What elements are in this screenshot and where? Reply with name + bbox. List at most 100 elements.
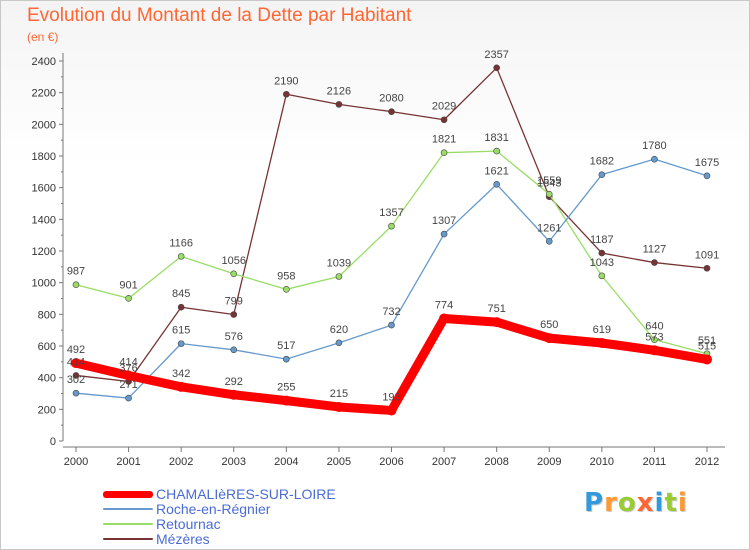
data-label: 1039 xyxy=(327,257,351,269)
data-point xyxy=(491,317,502,328)
x-tick-label: 2002 xyxy=(169,456,193,468)
data-point xyxy=(439,313,450,324)
y-tick-label: 2400 xyxy=(32,56,56,68)
data-label: 1187 xyxy=(590,234,614,246)
data-label: 376 xyxy=(119,362,137,374)
data-label: 292 xyxy=(225,376,243,388)
data-label: 1043 xyxy=(590,257,614,269)
data-label: 1559 xyxy=(537,175,561,187)
data-label: 2126 xyxy=(327,85,351,97)
data-label: 799 xyxy=(225,295,243,307)
data-label: 1261 xyxy=(537,222,561,234)
x-tick-label: 2011 xyxy=(643,456,667,468)
data-point xyxy=(388,108,395,115)
legend-label: CHAMALIèRES-SUR-LOIRE xyxy=(156,486,336,502)
data-label: 271 xyxy=(119,379,137,391)
data-label: 2029 xyxy=(432,101,456,113)
legend-label: Retournac xyxy=(156,516,221,532)
legend-item-retournac: Retournac xyxy=(103,516,221,532)
chart-title: Evolution du Montant de la Dette par Hab… xyxy=(27,5,412,26)
data-point xyxy=(493,181,500,188)
data-point xyxy=(651,259,658,266)
legend-item-roche-en-regnier: Roche-en-Régnier xyxy=(103,501,270,517)
data-label: 215 xyxy=(330,388,348,400)
data-label: 414 xyxy=(119,356,137,368)
data-point xyxy=(283,90,290,98)
legend-swatch xyxy=(103,508,153,510)
x-tick-label: 2012 xyxy=(695,456,719,468)
logo-letter: t xyxy=(664,488,678,518)
data-label: 492 xyxy=(67,344,85,356)
data-point xyxy=(283,355,290,363)
data-point xyxy=(651,155,658,163)
series-line xyxy=(75,158,708,399)
data-label: 1543 xyxy=(537,178,561,190)
data-point xyxy=(493,147,500,155)
data-label: 751 xyxy=(487,303,505,315)
data-label: 732 xyxy=(382,306,400,318)
data-point xyxy=(177,253,185,260)
data-point xyxy=(649,345,660,356)
chart-subtitle: (en €) xyxy=(27,30,59,44)
data-point xyxy=(702,354,712,365)
x-tick-label: 2008 xyxy=(484,456,508,468)
data-point xyxy=(176,381,187,392)
y-tick-label: 1200 xyxy=(32,246,56,258)
data-label: 901 xyxy=(119,279,137,291)
data-label: 1357 xyxy=(379,207,403,219)
data-label: 1091 xyxy=(695,249,719,261)
logo-letter: o xyxy=(617,488,637,518)
data-label: 619 xyxy=(593,324,611,336)
x-tick-label: 2005 xyxy=(327,456,351,468)
legend-swatch xyxy=(103,490,153,498)
data-label: 774 xyxy=(435,299,453,311)
data-point xyxy=(493,64,500,72)
x-tick-label: 2003 xyxy=(222,456,246,468)
x-tick-label: 2006 xyxy=(379,456,403,468)
data-label: 576 xyxy=(225,331,243,343)
y-tick-label: 0 xyxy=(50,436,56,448)
data-point xyxy=(281,395,292,406)
data-label: 987 xyxy=(67,266,85,278)
legend-item-chamalieres: CHAMALIèRES-SUR-LOIRE xyxy=(103,486,336,502)
data-point xyxy=(177,340,185,347)
data-point xyxy=(125,295,132,302)
data-point xyxy=(440,149,448,156)
data-label: 958 xyxy=(277,270,295,282)
y-tick-label: 800 xyxy=(38,309,56,321)
data-point xyxy=(545,190,553,198)
data-label: 515 xyxy=(698,340,716,352)
data-point xyxy=(72,281,80,289)
data-point xyxy=(230,270,238,278)
data-label: 1821 xyxy=(432,134,456,146)
y-tick-label: 1000 xyxy=(32,278,56,290)
data-label: 1682 xyxy=(590,156,614,168)
y-tick-label: 600 xyxy=(38,341,56,353)
data-point xyxy=(335,101,343,108)
data-point xyxy=(228,389,239,400)
x-tick-label: 2000 xyxy=(64,456,88,468)
legend-swatch xyxy=(103,523,153,525)
data-point xyxy=(440,116,448,124)
data-point xyxy=(440,230,448,238)
logo-letter: i xyxy=(677,488,688,518)
data-label: 615 xyxy=(172,325,190,337)
data-point xyxy=(230,311,238,318)
data-point xyxy=(651,336,658,343)
data-label: 551 xyxy=(698,335,716,347)
data-label: 845 xyxy=(172,288,190,300)
data-point xyxy=(386,405,397,416)
data-label: 650 xyxy=(540,319,558,331)
data-point xyxy=(545,238,553,245)
x-tick-label: 2001 xyxy=(116,456,140,468)
logo-letter: x xyxy=(636,488,655,518)
data-point xyxy=(335,339,343,347)
data-label: 1127 xyxy=(643,244,667,256)
y-tick-label: 2000 xyxy=(32,119,56,131)
legend-swatch xyxy=(103,538,153,540)
data-label: 414 xyxy=(67,356,85,368)
data-point xyxy=(123,370,134,381)
data-point xyxy=(335,273,343,280)
data-label: 302 xyxy=(67,374,85,386)
